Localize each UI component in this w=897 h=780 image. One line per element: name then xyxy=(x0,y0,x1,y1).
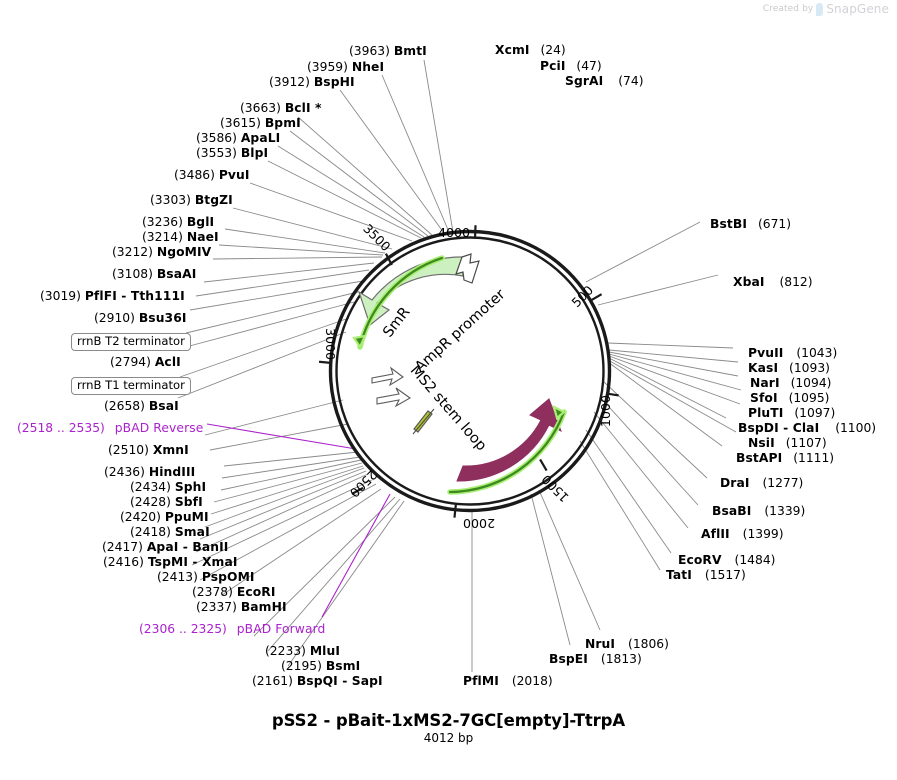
site-label-ApaLI[interactable]: (3586) ApaLI xyxy=(196,131,281,145)
site-label-XbaI[interactable]: XbaI (812) xyxy=(733,275,813,289)
site-label-BpmI[interactable]: (3615) BpmI xyxy=(220,116,301,130)
site-label-PciI[interactable]: PciI (47) xyxy=(540,59,602,73)
site-label-PvuII[interactable]: PvuII (1043) xyxy=(748,346,838,360)
site-label-PvuI[interactable]: (3486) PvuI xyxy=(174,168,250,182)
site-label-AflII[interactable]: AflII (1399) xyxy=(701,527,784,541)
plasmid-backbone-outer xyxy=(328,229,612,513)
ruler-label-1000: 1000 xyxy=(598,395,613,427)
translation-arrow-araC xyxy=(447,404,567,495)
site-label-SfoI[interactable]: SfoI (1095) xyxy=(750,391,830,405)
site-label-PflFI-Tth111I[interactable]: (3019) PflFI - Tth111I xyxy=(40,289,185,303)
site-label-NgoMIV[interactable]: (3212) NgoMIV xyxy=(112,245,212,259)
site-label-BtgZI[interactable]: (3303) BtgZI xyxy=(150,193,233,207)
feature-label-rrnB-T2-terminator[interactable]: rrnB T2 terminator xyxy=(71,333,191,351)
feature-terminator-T1[interactable] xyxy=(376,387,412,408)
feature-label-AmpR-promoter: AmpR promoter xyxy=(412,287,508,376)
site-label-NsiI[interactable]: NsiI (1107) xyxy=(748,436,827,450)
ruler-label-3000: 3000 xyxy=(323,328,338,360)
snapgene-credit: Created by SnapGene xyxy=(763,2,889,16)
snapgene-logo-icon xyxy=(816,2,824,16)
leader-lines xyxy=(177,59,742,672)
primer-label-pBAD-Reverse[interactable]: (2518 .. 2535) pBAD Reverse xyxy=(17,421,204,435)
site-label-EcoRV[interactable]: EcoRV (1484) xyxy=(678,553,776,567)
credit-prefix: Created by xyxy=(762,4,814,14)
site-label-BlpI[interactable]: (3553) BlpI xyxy=(196,146,269,160)
site-label-NarI[interactable]: NarI (1094) xyxy=(750,376,832,390)
site-label-XmnI[interactable]: (2510) XmnI xyxy=(108,443,189,457)
ruler-label-4000: 4000 xyxy=(438,225,470,240)
site-label-BclI[interactable]: (3663) BclI * xyxy=(240,101,322,115)
site-label-BspHI[interactable]: (3912) BspHI xyxy=(269,75,355,89)
feature-araC[interactable] xyxy=(456,398,562,482)
site-label-SphI[interactable]: (2434) SphI xyxy=(130,480,207,494)
site-label-TatI[interactable]: TatI (1517) xyxy=(666,568,746,582)
primer-label-pBAD-Forward[interactable]: (2306 .. 2325) pBAD Forward xyxy=(139,622,326,636)
plasmid-length: 4012 bp xyxy=(423,731,474,745)
site-label-BsaI[interactable]: (2658) BsaI xyxy=(104,399,179,413)
plasmid-backbone-inner xyxy=(335,236,605,506)
site-label-PpuMI[interactable]: (2420) PpuMI xyxy=(120,510,209,524)
site-label-MluI[interactable]: (2233) MluI xyxy=(265,644,340,658)
credit-brand: SnapGene xyxy=(826,2,889,16)
site-label-SmaI[interactable]: (2418) SmaI xyxy=(130,525,210,539)
site-label-EcoRI[interactable]: (2378) EcoRI xyxy=(192,585,276,599)
ruler-label-2000: 2000 xyxy=(463,516,495,531)
site-label-XcmI[interactable]: XcmI (24) xyxy=(495,43,566,57)
site-label-NaeI[interactable]: (3214) NaeI xyxy=(142,230,219,244)
site-label-BamHI[interactable]: (2337) BamHI xyxy=(196,600,287,614)
translation-arrow-SmR xyxy=(352,255,445,350)
ruler-ticks xyxy=(318,225,619,518)
site-label-TspMI-XmaI[interactable]: (2416) TspMI - XmaI xyxy=(103,555,238,569)
site-label-PflMI[interactable]: PflMI (2018) xyxy=(463,674,553,688)
site-label-PluTI[interactable]: PluTI (1097) xyxy=(748,406,836,420)
site-label-Bsu36I[interactable]: (2910) Bsu36I xyxy=(94,311,187,325)
site-label-BspQI-SapI[interactable]: (2161) BspQI - SapI xyxy=(252,674,383,688)
site-label-AclI[interactable]: (2794) AclI xyxy=(110,355,181,369)
site-label-NruI[interactable]: NruI (1806) xyxy=(585,637,669,651)
site-label-BstBI[interactable]: BstBI (671) xyxy=(710,217,792,231)
site-label-KasI[interactable]: KasI (1093) xyxy=(748,361,830,375)
feature-label-rrnB-T1-terminator[interactable]: rrnB T1 terminator xyxy=(71,377,191,395)
feature-labels: SmR AmpR promoter MS2 stem loop araC xyxy=(380,287,525,464)
site-label-BsaAI[interactable]: (3108) BsaAI xyxy=(112,267,197,281)
site-label-BstAPI[interactable]: BstAPI (1111) xyxy=(736,451,835,465)
site-label-SgrAI[interactable]: SgrAI (74) xyxy=(565,74,644,88)
site-label-BmtI[interactable]: (3963) BmtI xyxy=(349,44,427,58)
site-label-BglI[interactable]: (3236) BglI xyxy=(142,215,215,229)
ruler-label-3500: 3500 xyxy=(360,221,393,254)
feature-AmpR-promoter[interactable] xyxy=(455,253,480,284)
primer-leader-lines xyxy=(206,423,391,618)
site-label-BsaBI[interactable]: BsaBI (1339) xyxy=(712,504,806,518)
page-title: pSS2 - pBait-1xMS2-7GC[empty]-TtrpA xyxy=(271,711,626,730)
site-label-SbfI[interactable]: (2428) SbfI xyxy=(130,495,203,509)
site-label-HindIII[interactable]: (2436) HindIII xyxy=(104,465,196,479)
site-label-ApaI-BanII[interactable]: (2417) ApaI - BanII xyxy=(102,540,229,554)
feature-MS2-stem-loop[interactable] xyxy=(412,408,435,435)
site-label-BspDI-ClaI[interactable]: BspDI - ClaI (1100) xyxy=(738,421,877,435)
site-label-BsmI[interactable]: (2195) BsmI xyxy=(281,659,361,673)
site-label-PspOMI[interactable]: (2413) PspOMI xyxy=(157,570,255,584)
site-label-BspEI[interactable]: BspEI (1813) xyxy=(549,652,642,666)
feature-label-MS2-stem-loop: MS2 stem loop xyxy=(407,363,490,455)
site-label-NheI[interactable]: (3959) NheI xyxy=(307,60,385,74)
feature-terminator-T2[interactable] xyxy=(371,366,404,387)
site-label-DraI[interactable]: DraI (1277) xyxy=(720,476,804,490)
